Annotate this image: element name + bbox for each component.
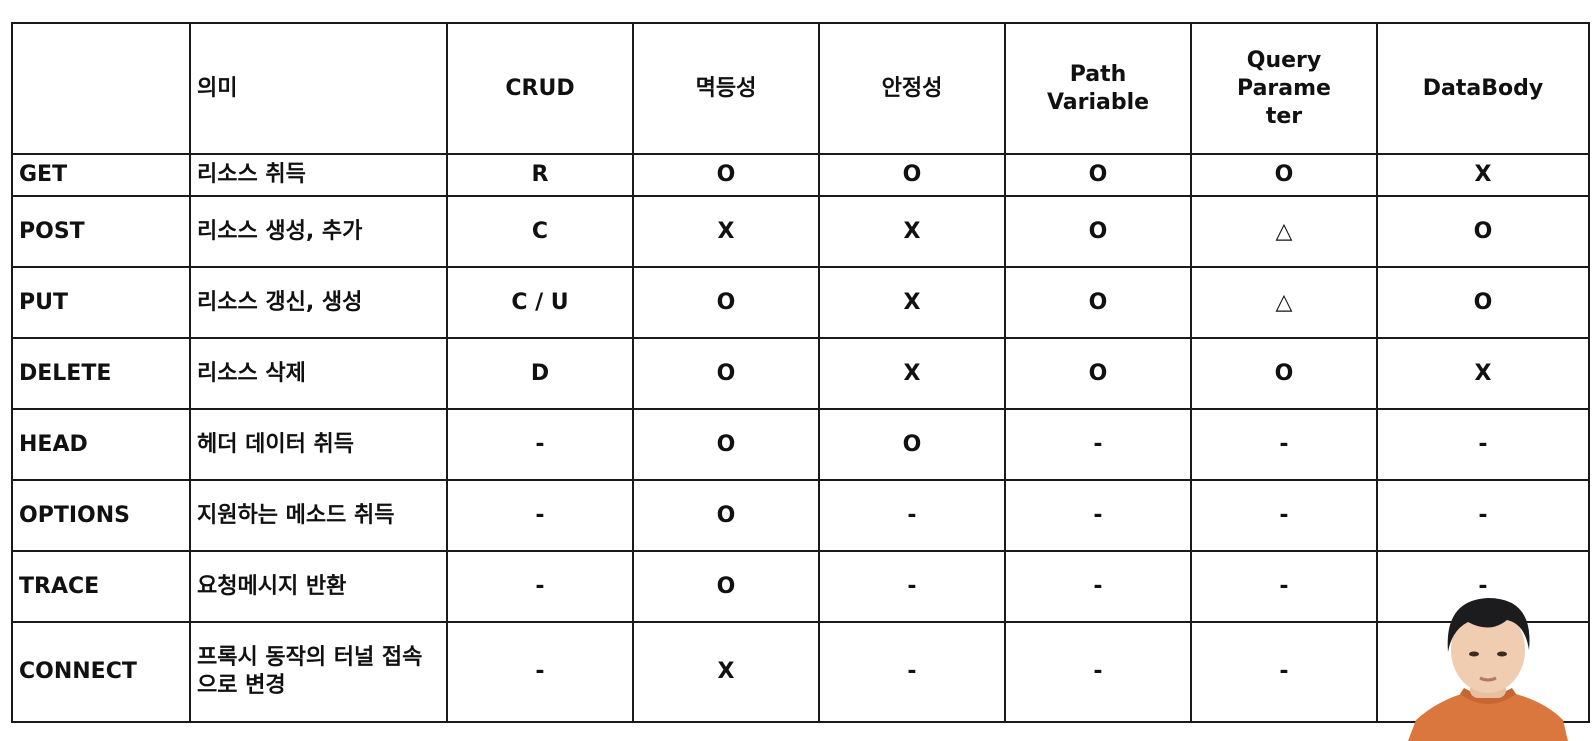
header-meaning: 의미 <box>189 22 448 155</box>
idempotent-cell: O <box>632 550 820 623</box>
path-variable-cell: O <box>1004 337 1192 410</box>
query-parameter-cell: - <box>1190 621 1378 723</box>
table-row: POST 리소스 생성, 추가 C X X O △ O <box>11 195 1590 268</box>
safe-cell: - <box>818 550 1006 623</box>
path-variable-cell: - <box>1004 621 1192 723</box>
meaning-cell: 지원하는 메소드 취득 <box>189 479 448 552</box>
path-variable-cell: - <box>1004 408 1192 481</box>
query-parameter-cell: - <box>1190 408 1378 481</box>
path-variable-cell: - <box>1004 479 1192 552</box>
crud-cell: C / U <box>446 266 634 339</box>
method-cell: GET <box>11 153 191 197</box>
table-row: TRACE 요청메시지 반환 - O - - - - <box>11 550 1590 623</box>
safe-cell: X <box>818 266 1006 339</box>
method-cell: DELETE <box>11 337 191 410</box>
data-body-cell: X <box>1376 153 1590 197</box>
presenter-video-overlay <box>1408 592 1568 741</box>
idempotent-cell: O <box>632 266 820 339</box>
safe-cell: O <box>818 408 1006 481</box>
path-variable-cell: O <box>1004 266 1192 339</box>
data-body-cell: - <box>1376 479 1590 552</box>
meaning-cell: 요청메시지 반환 <box>189 550 448 623</box>
idempotent-cell: X <box>632 621 820 723</box>
http-methods-table: 의미 CRUD 멱등성 안정성 Path Variable Query Parame ter D… <box>11 22 1590 723</box>
query-parameter-cell: - <box>1190 550 1378 623</box>
method-cell: OPTIONS <box>11 479 191 552</box>
path-variable-cell: O <box>1004 153 1192 197</box>
meaning-cell: 프록시 동작의 터널 접속 으로 변경 <box>189 621 448 723</box>
data-body-cell: O <box>1376 266 1590 339</box>
header-safe: 안정성 <box>818 22 1006 155</box>
method-cell: HEAD <box>11 408 191 481</box>
query-parameter-cell: O <box>1190 153 1378 197</box>
query-parameter-cell: △ <box>1190 195 1378 268</box>
safe-cell: - <box>818 479 1006 552</box>
data-body-cell: X <box>1376 337 1590 410</box>
crud-cell: - <box>446 621 634 723</box>
header-data-body: DataBody <box>1376 22 1590 155</box>
method-cell: CONNECT <box>11 621 191 723</box>
crud-cell: R <box>446 153 634 197</box>
data-body-cell: - <box>1376 408 1590 481</box>
table-header-row: 의미 CRUD 멱등성 안정성 Path Variable Query Parame ter D… <box>11 22 1590 155</box>
meaning-cell: 리소스 갱신, 생성 <box>189 266 448 339</box>
crud-cell: C <box>446 195 634 268</box>
safe-cell: X <box>818 337 1006 410</box>
header-path-variable: Path Variable <box>1004 22 1192 155</box>
safe-cell: X <box>818 195 1006 268</box>
idempotent-cell: O <box>632 337 820 410</box>
idempotent-cell: O <box>632 153 820 197</box>
query-parameter-cell: O <box>1190 337 1378 410</box>
header-query-parameter: Query Parame ter <box>1190 22 1378 155</box>
meaning-cell: 리소스 삭제 <box>189 337 448 410</box>
meaning-cell: 리소스 취득 <box>189 153 448 197</box>
crud-cell: - <box>446 408 634 481</box>
presenter-image <box>1408 598 1568 741</box>
header-idempotent: 멱등성 <box>632 22 820 155</box>
table-row: GET 리소스 취득 R O O O O X <box>11 153 1590 197</box>
idempotent-cell: O <box>632 479 820 552</box>
data-body-cell: O <box>1376 195 1590 268</box>
query-parameter-cell: - <box>1190 479 1378 552</box>
path-variable-cell: O <box>1004 195 1192 268</box>
meaning-cell: 헤더 데이터 취득 <box>189 408 448 481</box>
idempotent-cell: X <box>632 195 820 268</box>
path-variable-cell: - <box>1004 550 1192 623</box>
safe-cell: O <box>818 153 1006 197</box>
header-crud: CRUD <box>446 22 634 155</box>
query-parameter-cell: △ <box>1190 266 1378 339</box>
meaning-cell: 리소스 생성, 추가 <box>189 195 448 268</box>
crud-cell: - <box>446 550 634 623</box>
table-row: DELETE 리소스 삭제 D O X O O X <box>11 337 1590 410</box>
table-row: CONNECT 프록시 동작의 터널 접속 으로 변경 - X - - - <box>11 621 1590 723</box>
corner-cell <box>11 22 191 155</box>
idempotent-cell: O <box>632 408 820 481</box>
method-cell: POST <box>11 195 191 268</box>
table-row: OPTIONS 지원하는 메소드 취득 - O - - - - <box>11 479 1590 552</box>
crud-cell: D <box>446 337 634 410</box>
method-cell: PUT <box>11 266 191 339</box>
table-row: PUT 리소스 갱신, 생성 C / U O X O △ O <box>11 266 1590 339</box>
safe-cell: - <box>818 621 1006 723</box>
crud-cell: - <box>446 479 634 552</box>
method-cell: TRACE <box>11 550 191 623</box>
table-row: HEAD 헤더 데이터 취득 - O O - - - <box>11 408 1590 481</box>
